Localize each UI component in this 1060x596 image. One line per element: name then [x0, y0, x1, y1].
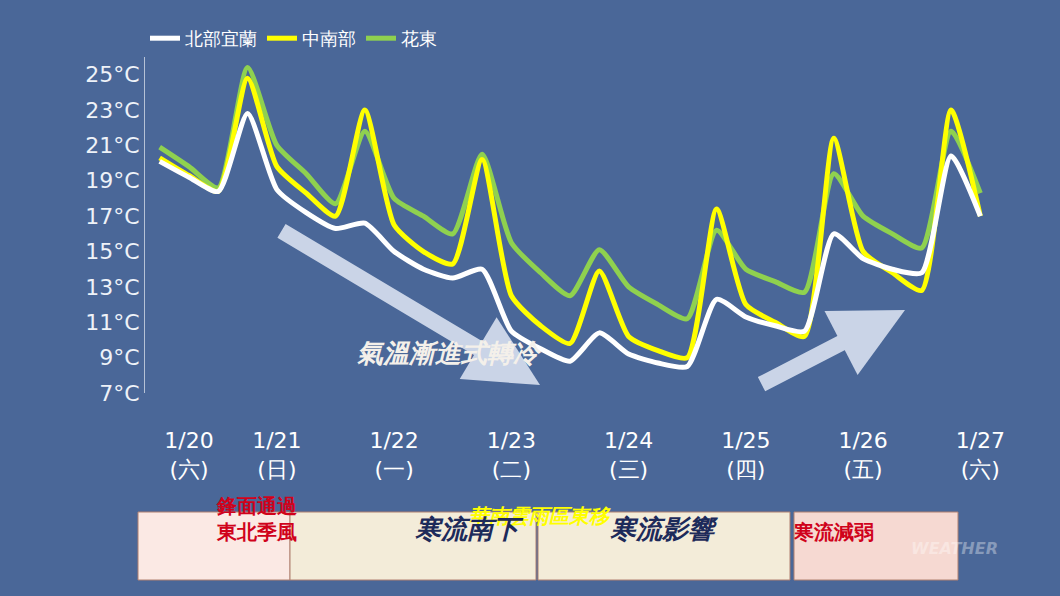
svg-text:1/22(一): 1/22(一) — [369, 428, 418, 482]
svg-text:11°C: 11°C — [85, 310, 139, 335]
svg-text:寒流南下: 寒流南下 — [415, 514, 524, 544]
svg-text:21°C: 21°C — [85, 133, 139, 158]
svg-text:氣溫漸進式轉冷: 氣溫漸進式轉冷 — [357, 338, 542, 368]
svg-text:1/27(六): 1/27(六) — [956, 428, 1005, 482]
svg-text:15°C: 15°C — [85, 239, 139, 264]
svg-text:1/24(三): 1/24(三) — [604, 428, 653, 482]
svg-text:寒流影響: 寒流影響 — [610, 514, 718, 544]
svg-text:1/26(五): 1/26(五) — [838, 428, 887, 482]
svg-text:北部宜蘭: 北部宜蘭 — [185, 28, 257, 49]
svg-text:1/25(四): 1/25(四) — [721, 428, 770, 482]
svg-text:13°C: 13°C — [85, 275, 139, 300]
svg-text:華南雲雨區東移: 華南雲雨區東移 — [469, 504, 611, 528]
svg-text:17°C: 17°C — [85, 204, 139, 229]
svg-text:花東: 花東 — [401, 28, 437, 49]
svg-text:WEATHER: WEATHER — [911, 539, 998, 558]
svg-text:寒流減弱: 寒流減弱 — [793, 520, 874, 544]
svg-text:9°C: 9°C — [99, 345, 139, 370]
svg-text:1/21(日): 1/21(日) — [252, 428, 301, 482]
svg-text:1/23(二): 1/23(二) — [487, 428, 536, 482]
svg-text:25°C: 25°C — [85, 62, 139, 87]
svg-text:23°C: 23°C — [85, 98, 139, 123]
svg-text:7°C: 7°C — [99, 381, 139, 406]
svg-text:1/20(六): 1/20(六) — [164, 428, 213, 482]
svg-text:鋒面通過東北季風: 鋒面通過東北季風 — [216, 494, 297, 544]
svg-text:19°C: 19°C — [85, 168, 139, 193]
svg-text:中南部: 中南部 — [302, 28, 356, 49]
